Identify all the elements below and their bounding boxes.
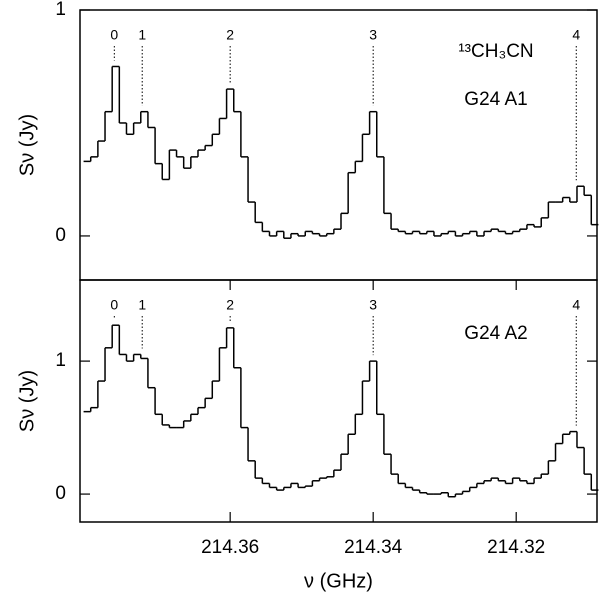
y-axis-label: Sν (Jy) [16,114,38,176]
line-marker-label: 2 [226,27,234,43]
x-tick-label: 214.36 [201,537,259,558]
line-marker-label: 4 [572,297,580,313]
annotation: ¹³CH₃CN [458,41,533,62]
x-axis-label: ν (GHz) [304,570,373,592]
line-marker-label: 3 [369,297,377,313]
line-marker-label: 1 [138,27,146,43]
line-marker-label: 2 [226,297,234,313]
line-marker-label: 4 [572,27,580,43]
x-tick-label: 214.32 [487,537,545,558]
x-tick-label: 214.34 [344,537,403,558]
y-tick-label: 0 [55,225,66,246]
annotation: G24 A1 [464,89,527,110]
plot-frame [79,279,598,523]
annotation: G24 A2 [464,323,527,344]
y-tick-label: 1 [55,350,66,371]
y-tick-label: 1 [55,0,66,20]
line-marker-label: 1 [138,297,146,313]
line-marker-label: 3 [369,27,377,43]
line-marker-label: 0 [110,27,118,43]
line-marker-label: 0 [110,297,118,313]
y-axis-label: Sν (Jy) [16,370,38,432]
y-tick-label: 0 [55,483,66,504]
